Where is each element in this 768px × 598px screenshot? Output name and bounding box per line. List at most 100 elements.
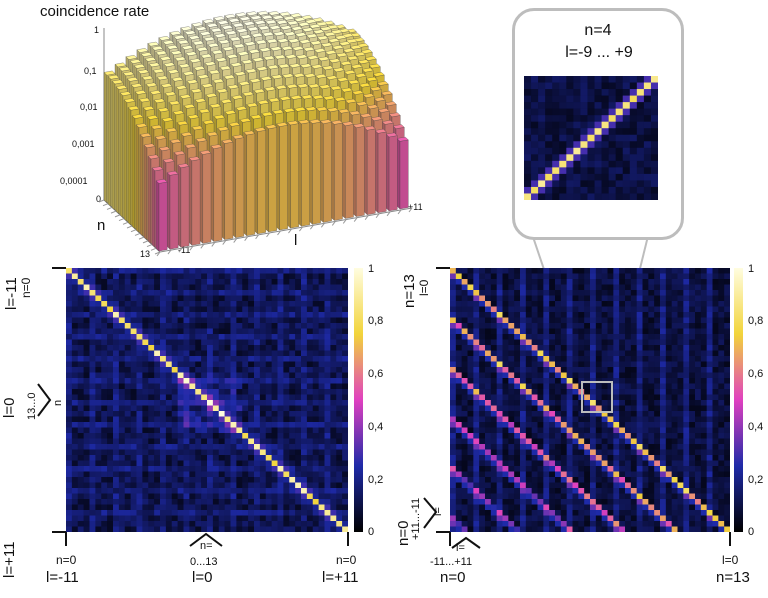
left-matrix-cell bbox=[283, 477, 290, 483]
left-matrix-cell bbox=[83, 515, 90, 522]
left-matrix-cell bbox=[136, 493, 143, 500]
right-matrix-cell bbox=[578, 361, 585, 368]
right-matrix-cell bbox=[671, 339, 678, 346]
right-matrix-cell bbox=[479, 438, 486, 445]
left-matrix-cell bbox=[324, 301, 331, 307]
left-matrix-cell bbox=[195, 449, 202, 456]
left-matrix-cell bbox=[254, 350, 261, 357]
l-axis-tick bbox=[331, 221, 336, 226]
left-matrix-cell bbox=[142, 279, 149, 285]
left-matrix-cell bbox=[77, 356, 84, 362]
right-matrix-cell bbox=[531, 427, 538, 434]
left-matrix-cell bbox=[242, 334, 249, 340]
left-matrix-cell bbox=[218, 383, 225, 390]
left-matrix-cell bbox=[201, 394, 208, 401]
right-matrix-cell bbox=[648, 301, 655, 307]
left-matrix-cell bbox=[289, 510, 296, 516]
right-matrix-cell bbox=[496, 279, 503, 285]
left-matrix-cell bbox=[330, 383, 337, 390]
right-matrix-cell bbox=[537, 372, 544, 379]
left-matrix-cell bbox=[224, 268, 231, 274]
left-matrix-cell bbox=[330, 273, 337, 280]
left-matrix-cell bbox=[107, 477, 114, 483]
right-matrix-cell bbox=[642, 279, 649, 285]
left-matrix-cell bbox=[136, 460, 143, 467]
left-matrix-cell bbox=[248, 466, 255, 472]
right-matrix-cell bbox=[689, 394, 696, 401]
left-matrix-cell bbox=[218, 295, 225, 302]
right-matrix-cell bbox=[496, 400, 503, 406]
left-matrix-cell bbox=[336, 394, 343, 401]
right-matrix-cell bbox=[677, 328, 684, 335]
left-matrix-cell bbox=[160, 323, 167, 329]
left-matrix-cell bbox=[224, 378, 231, 384]
right-matrix-cell bbox=[543, 345, 550, 351]
left-matrix-cell bbox=[248, 383, 255, 390]
surface-bar-face bbox=[194, 98, 207, 103]
left-matrix-cell bbox=[230, 521, 237, 527]
right-matrix-cell bbox=[630, 422, 637, 428]
right-matrix-cell bbox=[613, 438, 620, 445]
right-matrix-cell bbox=[566, 301, 573, 307]
surface-bar-face bbox=[188, 156, 201, 161]
left-matrix-cell bbox=[254, 521, 261, 527]
left-matrix-cell bbox=[248, 427, 255, 434]
right-matrix-cell bbox=[479, 295, 486, 302]
right-matrix-cell bbox=[479, 422, 486, 428]
left-matrix-cell bbox=[154, 334, 161, 340]
surface-bar-face bbox=[283, 108, 296, 113]
left-matrix-cell bbox=[171, 422, 178, 428]
right-matrix-cell bbox=[595, 433, 602, 439]
left-matrix-cell bbox=[71, 477, 79, 483]
surface-bar-face bbox=[198, 108, 211, 114]
left-matrix-cell bbox=[342, 312, 348, 318]
left-matrix-cell bbox=[336, 427, 343, 434]
right-matrix-cell bbox=[671, 383, 678, 390]
left-matrix-cell bbox=[101, 323, 108, 329]
surface-bar-face bbox=[127, 105, 140, 111]
left-matrix-cell bbox=[271, 394, 278, 401]
left-matrix-cell bbox=[283, 301, 290, 307]
surface-bar-face bbox=[195, 137, 208, 143]
left-matrix-cell bbox=[236, 367, 243, 373]
right-matrix-cell bbox=[479, 273, 486, 280]
right-matrix-cell bbox=[724, 444, 730, 450]
right-matrix-cell bbox=[490, 295, 497, 302]
right-matrix-cell bbox=[665, 372, 672, 379]
surface-bar-face bbox=[141, 75, 154, 81]
left-matrix-cell bbox=[248, 493, 255, 500]
surface-bar-face bbox=[335, 52, 348, 58]
right-matrix-cell bbox=[584, 279, 591, 285]
left-matrix-cell bbox=[183, 361, 190, 368]
left-matrix-cell bbox=[230, 290, 237, 296]
left-matrix-cell bbox=[177, 350, 184, 357]
left-matrix-cell bbox=[283, 290, 290, 296]
left-matrix-cell bbox=[271, 504, 278, 511]
right-matrix-cell bbox=[595, 378, 602, 384]
n-tick-0: 0 bbox=[96, 194, 102, 204]
left-matrix-cell bbox=[101, 400, 108, 406]
right-matrix-cell bbox=[543, 405, 550, 412]
l-axis-tick bbox=[200, 244, 205, 249]
left-matrix-cell bbox=[295, 466, 302, 472]
right-matrix-cell bbox=[531, 301, 538, 307]
left-matrix-cell bbox=[306, 323, 314, 329]
right-matrix-cell bbox=[549, 301, 556, 307]
left-matrix-cell bbox=[95, 372, 102, 379]
surface-bar-face bbox=[293, 17, 306, 22]
left-matrix-cell bbox=[130, 499, 137, 505]
right-matrix-cell bbox=[665, 400, 672, 406]
right-matrix-cell bbox=[461, 433, 468, 439]
surface-bar-face bbox=[274, 54, 287, 60]
right-matrix-cell bbox=[496, 449, 503, 456]
left-matrix-cell bbox=[301, 438, 308, 445]
left-matrix-cell bbox=[301, 493, 308, 500]
left-matrix-cell bbox=[324, 400, 331, 406]
right-matrix-cell bbox=[712, 433, 719, 439]
left-matrix-cell bbox=[271, 444, 278, 450]
left-matrix-cell bbox=[171, 455, 178, 461]
right-matrix-cell bbox=[584, 323, 591, 329]
right-matrix-cell bbox=[555, 416, 562, 423]
left-matrix-cell bbox=[230, 345, 237, 351]
right-matrix-cell bbox=[572, 378, 579, 384]
